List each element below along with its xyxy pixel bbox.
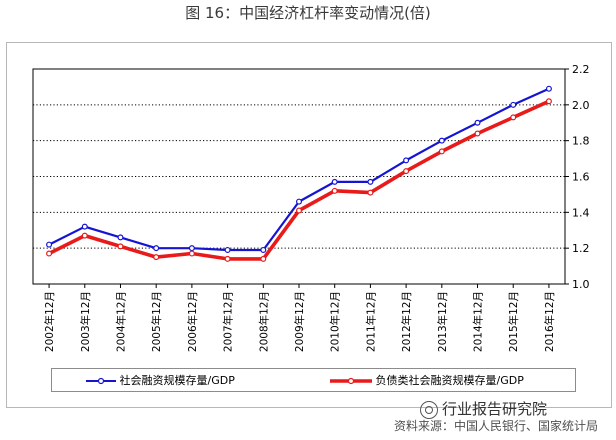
data-point (474, 119, 481, 126)
watermark: 行业报告研究院 (420, 398, 547, 419)
series-lines (46, 85, 552, 262)
data-point (81, 232, 88, 239)
data-point (331, 178, 338, 185)
data-point (510, 101, 517, 108)
x-tick-label: 2004年12月 (114, 291, 127, 352)
data-point (403, 168, 410, 175)
figure-title: 图 16：中国经济杠杆率变动情况(倍) (185, 4, 431, 22)
data-point (224, 246, 231, 253)
data-point (296, 207, 303, 214)
y-tick-label: 1.2 (572, 242, 590, 255)
data-point (46, 241, 53, 248)
data-point (117, 234, 124, 241)
data-point (367, 178, 374, 185)
x-tick-label: 2014年12月 (472, 291, 485, 352)
data-point (367, 189, 374, 196)
wechat-logo-icon (420, 400, 438, 419)
data-point (117, 243, 124, 250)
x-tick-label: 2006年12月 (186, 291, 199, 352)
data-point (403, 157, 410, 164)
data-point (438, 137, 445, 144)
y-tick-label: 1.0 (572, 278, 590, 291)
data-point (510, 114, 517, 121)
x-tick-label: 2013年12月 (436, 291, 449, 352)
series-2 (46, 98, 552, 262)
data-point (260, 246, 267, 253)
data-point (545, 85, 552, 92)
x-tick-label: 2012年12月 (400, 291, 413, 352)
x-tick-label: 2005年12月 (150, 291, 163, 352)
legend-label-series-2: 负债类社会融资规模存量/GDP (375, 374, 524, 387)
source-note: 资料来源：中国人民银行、国家统计局 (393, 419, 598, 433)
x-tick-label: 2008年12月 (257, 291, 270, 352)
data-point (260, 255, 267, 262)
data-point (331, 187, 338, 194)
data-point (224, 255, 231, 262)
y-tick-label: 2.2 (572, 63, 590, 76)
data-point (474, 130, 481, 137)
x-axis: 2002年12月 2003年12月 2004年12月 2005年12月 2006年12月… (43, 284, 556, 352)
series-1 (46, 85, 552, 253)
data-point (46, 250, 53, 257)
data-point (296, 198, 303, 205)
data-point (438, 148, 445, 155)
x-tick-label: 2002年12月 (43, 291, 56, 352)
x-tick-label: 2009年12月 (293, 291, 306, 352)
y-tick-label: 1.4 (572, 206, 590, 219)
legend-item-series-1: 社会融资规模存量/GDP (86, 372, 235, 388)
x-tick-label: 2011年12月 (364, 291, 377, 352)
data-point (188, 250, 195, 257)
x-tick-label: 2007年12月 (222, 291, 235, 352)
legend-swatch-red (330, 376, 372, 386)
watermark-text: 行业报告研究院 (442, 400, 548, 418)
data-point (188, 245, 195, 252)
legend-item-series-2: 负债类社会融资规模存量/GDP (330, 372, 524, 388)
x-tick-label: 2015年12月 (507, 291, 520, 352)
x-tick-label: 2016年12月 (543, 291, 556, 352)
data-point (545, 98, 552, 105)
legend: 社会融资规模存量/GDP 负债类社会融资规模存量/GDP (51, 368, 576, 392)
y-tick-label: 1.8 (572, 135, 590, 148)
data-point (81, 223, 88, 230)
legend-swatch-blue (86, 376, 116, 386)
data-point (153, 245, 160, 252)
y-axis: 1.0 1.2 1.4 1.6 1.8 2.0 2.2 (565, 63, 590, 291)
x-tick-label: 2010年12月 (329, 291, 342, 352)
legend-label-series-1: 社会融资规模存量/GDP (119, 374, 235, 387)
y-tick-label: 2.0 (572, 99, 590, 112)
x-tick-label: 2003年12月 (79, 291, 92, 352)
y-tick-label: 1.6 (572, 171, 590, 184)
data-point (153, 254, 160, 261)
